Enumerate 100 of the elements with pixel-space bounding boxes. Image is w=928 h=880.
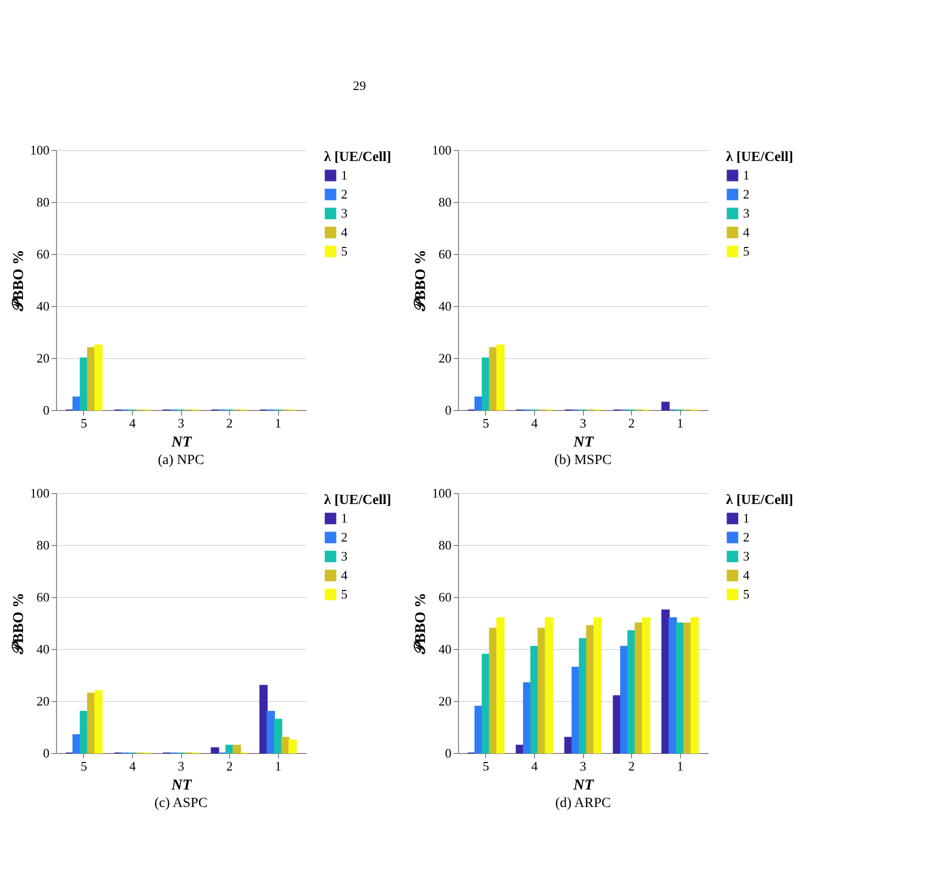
legend-title: λ [UE/Cell] xyxy=(324,493,392,508)
bar xyxy=(87,347,96,410)
legend-label: 1 xyxy=(743,168,750,182)
legend-title: λ [UE/Cell] xyxy=(726,493,794,508)
y-tick-label: 80 xyxy=(36,538,50,552)
x-tick-label: 5 xyxy=(482,416,490,430)
text: (d) ARPC xyxy=(555,796,611,811)
legend-label: 5 xyxy=(743,244,750,258)
bar xyxy=(288,740,297,754)
bar xyxy=(683,622,692,754)
y-axis-title: 𝒫BBO % xyxy=(11,250,27,312)
x-tick-label: 3 xyxy=(178,758,184,774)
y-tick-label: 20 xyxy=(36,350,50,366)
y-tick-label: 40 xyxy=(36,642,50,656)
y-tick-label: 0 xyxy=(445,746,452,760)
bar xyxy=(266,710,275,754)
x-tick-label: 1 xyxy=(676,758,684,774)
bar xyxy=(572,666,580,754)
legend-label: 3 xyxy=(341,548,348,564)
x-tick-label: 3 xyxy=(178,416,184,430)
x-axis-title: NT xyxy=(572,434,594,450)
bar xyxy=(94,344,103,410)
bar xyxy=(87,692,96,754)
bar xyxy=(94,690,103,754)
y-tick-label: 100 xyxy=(432,486,452,500)
legend-label: 5 xyxy=(341,244,348,258)
y-tick-label: 20 xyxy=(36,694,50,708)
text: 29 xyxy=(353,78,366,93)
bar xyxy=(474,396,483,410)
y-tick-label: 40 xyxy=(36,298,50,314)
y-tick-label: 40 xyxy=(438,298,452,314)
bar xyxy=(489,347,498,410)
legend-label: 3 xyxy=(341,206,348,220)
y-tick-label: 60 xyxy=(438,246,452,262)
legend-label: 4 xyxy=(743,568,750,582)
y-tick-label: 100 xyxy=(432,142,452,158)
x-tick-label: 4 xyxy=(531,416,538,430)
bar xyxy=(72,396,81,410)
y-axis-title: 𝒫BBO % xyxy=(413,592,429,656)
bar xyxy=(586,625,594,754)
legend-label: 3 xyxy=(743,548,750,564)
bar xyxy=(274,718,282,754)
legend-label: 1 xyxy=(341,510,348,526)
x-axis-title: NT xyxy=(572,778,594,794)
legend-label: 2 xyxy=(341,530,348,544)
bar xyxy=(232,744,241,754)
x-tick-label: 5 xyxy=(80,416,88,430)
text: (a) NPC xyxy=(158,453,204,468)
x-tick-label: 1 xyxy=(274,758,282,774)
bar xyxy=(642,617,650,754)
x-tick-label: 1 xyxy=(676,416,684,430)
y-tick-label: 40 xyxy=(438,642,452,656)
bar xyxy=(593,617,602,754)
y-tick-label: 80 xyxy=(438,538,452,552)
y-tick-label: 100 xyxy=(30,486,50,500)
bar xyxy=(538,628,546,754)
bar xyxy=(496,617,505,754)
legend-title: λ [UE/Cell] xyxy=(324,150,392,165)
x-tick-label: 2 xyxy=(226,416,233,430)
legend-label: 2 xyxy=(341,186,348,202)
bar xyxy=(544,617,554,754)
legend-label: 1 xyxy=(341,168,348,182)
legend-label: 2 xyxy=(743,530,750,544)
text: (b) MSPC xyxy=(554,453,612,468)
x-tick-label: 2 xyxy=(226,758,233,774)
x-axis-title: NT xyxy=(170,778,192,794)
legend-label: 4 xyxy=(743,224,750,240)
x-tick-label: 2 xyxy=(628,416,635,430)
x-tick-label: 2 xyxy=(628,758,635,774)
y-tick-label: 60 xyxy=(438,590,452,604)
y-tick-label: 80 xyxy=(36,194,50,210)
x-tick-label: 5 xyxy=(482,758,490,774)
legend-label: 1 xyxy=(743,510,750,526)
x-tick-label: 1 xyxy=(274,416,282,430)
bar xyxy=(668,617,677,754)
y-axis-title: 𝒫BBO % xyxy=(11,592,27,656)
bar xyxy=(690,617,699,754)
y-tick-label: 0 xyxy=(445,402,452,418)
legend-title: λ [UE/Cell] xyxy=(726,150,794,165)
x-tick-label: 3 xyxy=(580,416,586,430)
bar xyxy=(474,706,483,754)
y-tick-label: 0 xyxy=(43,746,50,760)
x-tick-label: 4 xyxy=(531,758,538,774)
legend-label: 3 xyxy=(743,206,750,220)
bar xyxy=(523,682,532,754)
legend-label: 5 xyxy=(341,586,348,602)
y-tick-label: 100 xyxy=(30,142,50,158)
x-tick-label: 3 xyxy=(580,758,586,774)
x-axis-title: NT xyxy=(170,434,192,450)
bar xyxy=(661,402,670,410)
x-tick-label: 4 xyxy=(129,758,136,774)
text: (c) ASPC xyxy=(154,796,208,811)
legend-label: 5 xyxy=(743,586,750,602)
bar xyxy=(281,736,290,754)
bar xyxy=(634,622,643,754)
bar xyxy=(620,646,628,754)
y-tick-label: 0 xyxy=(43,402,50,418)
legend-label: 4 xyxy=(341,224,348,240)
bar xyxy=(496,344,505,410)
y-tick-label: 60 xyxy=(36,246,50,262)
